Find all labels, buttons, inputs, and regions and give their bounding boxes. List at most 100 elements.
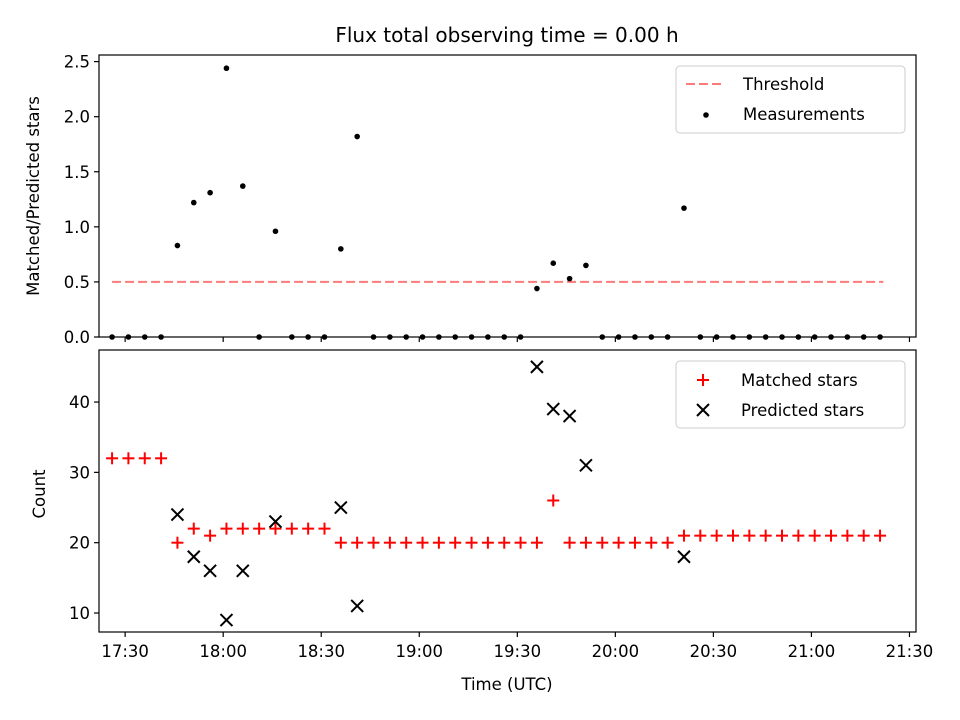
measurement-point [354,133,360,140]
y-tick-label: 20 [69,534,90,553]
y-tick-label: 0.5 [64,273,90,292]
matched-star-point [432,536,445,549]
y-tick-label: 2.0 [64,108,90,127]
matched-star-point [514,536,527,549]
predicted-star-point [579,458,593,473]
measurement-point [566,275,573,282]
predicted-star-point [530,360,544,374]
matched-star-point [465,536,478,549]
matched-star-point [579,536,592,549]
predicted-star-point [219,613,234,627]
measurement-point [239,183,246,189]
matched-star-point [628,536,641,549]
y-tick-label: 40 [69,393,90,412]
ratio-y-axis-label: Matched/Predicted stars [24,96,43,296]
matched-star-point [302,522,315,535]
measurement-point [207,189,213,196]
ratio-legend: Threshold Measurements [675,65,906,134]
measurement-point [681,205,687,211]
matched-star-point [661,536,674,549]
predicted-stars-points [170,360,691,627]
ratio-legend-box [675,65,906,134]
matched-star-point [596,536,609,549]
predicted-star-point [236,564,250,578]
matched-star-point [547,494,560,507]
ratio-panel: 0.0 0.5 1.0 1.5 2.0 2.5 Matched/Predicted sta… [24,53,917,347]
count-y-ticks: 10 20 30 40 [69,393,99,623]
y-tick-label: 10 [69,604,90,623]
matched-star-point [449,536,462,549]
matched-star-point [318,522,331,535]
matched-star-point [808,529,821,542]
matched-star-point [236,522,249,535]
matched-star-point [334,536,347,549]
legend-threshold-label: Threshold [742,75,824,94]
matched-star-point [677,529,690,542]
matched-star-point [220,522,233,535]
matched-star-point [498,536,511,549]
x-axis-label: Time (UTC) [460,675,552,694]
matched-star-point [367,536,380,549]
x-tick-label: 17:30 [101,642,149,661]
predicted-star-point [170,507,185,522]
matched-star-point [776,529,789,542]
ratio-plot-frame [98,54,917,338]
matched-star-point [726,529,739,542]
y-tick-label: 0.0 [64,328,90,347]
count-legend-box [675,360,906,429]
legend-matched-label: Matched stars [741,371,858,390]
count-plot-frame [98,349,917,633]
y-tick-label: 1.5 [64,163,90,182]
measurement-point [190,199,197,206]
matched-star-point [155,452,168,465]
predicted-star-point [334,500,348,515]
x-tick-label: 18:30 [297,642,345,661]
y-tick-label: 2.5 [64,53,90,72]
matched-star-point [171,536,184,549]
x-tick-label: 21:00 [788,642,836,661]
x-tick-label: 20:30 [690,642,738,661]
measurement-point [550,260,557,266]
y-tick-label: 1.0 [64,218,90,237]
predicted-star-point [546,402,560,416]
legend-matched-swatch [697,374,709,386]
matched-star-point [857,529,870,542]
ratio-y-ticks: 0.0 0.5 1.0 1.5 2.0 2.5 [64,53,99,347]
matched-star-point [710,529,723,542]
y-tick-label: 30 [69,463,90,482]
predicted-star-point [350,599,364,613]
matched-star-point [383,536,396,549]
chart-title: Flux total observing time = 0.00 h [335,23,678,47]
count-x-ticks: 17:30 18:00 18:30 19:00 19:30 20:00 20:30 21:00… [101,632,933,661]
matched-star-point [563,536,576,549]
matched-star-point [743,529,756,542]
matched-star-point [841,529,854,542]
matched-star-point [351,536,364,549]
x-tick-label: 18:00 [199,642,247,661]
measurement-point [174,242,181,249]
predicted-star-point [187,550,201,564]
matched-star-point [759,529,772,542]
matched-star-point [416,536,429,549]
matched-star-point [285,522,298,535]
matched-star-point [874,529,887,542]
measurement-point [583,262,589,269]
legend-predicted-label: Predicted stars [741,401,864,420]
legend-predicted-swatch [696,403,710,417]
matched-star-point [792,529,805,542]
x-tick-label: 20:00 [592,642,640,661]
matched-star-point [187,522,200,535]
matched-star-point [204,529,217,542]
matched-star-point [694,529,707,542]
matched-star-point [122,452,135,465]
x-tick-label: 19:00 [395,642,443,661]
predicted-star-point [203,564,217,578]
legend-measurement-swatch [703,112,709,118]
count-legend: Matched stars Predicted stars [675,360,906,429]
measurement-point [534,285,540,292]
matched-star-point [106,452,119,465]
matched-star-point [645,536,658,549]
matched-star-point [530,536,543,549]
predicted-star-point [677,550,691,564]
